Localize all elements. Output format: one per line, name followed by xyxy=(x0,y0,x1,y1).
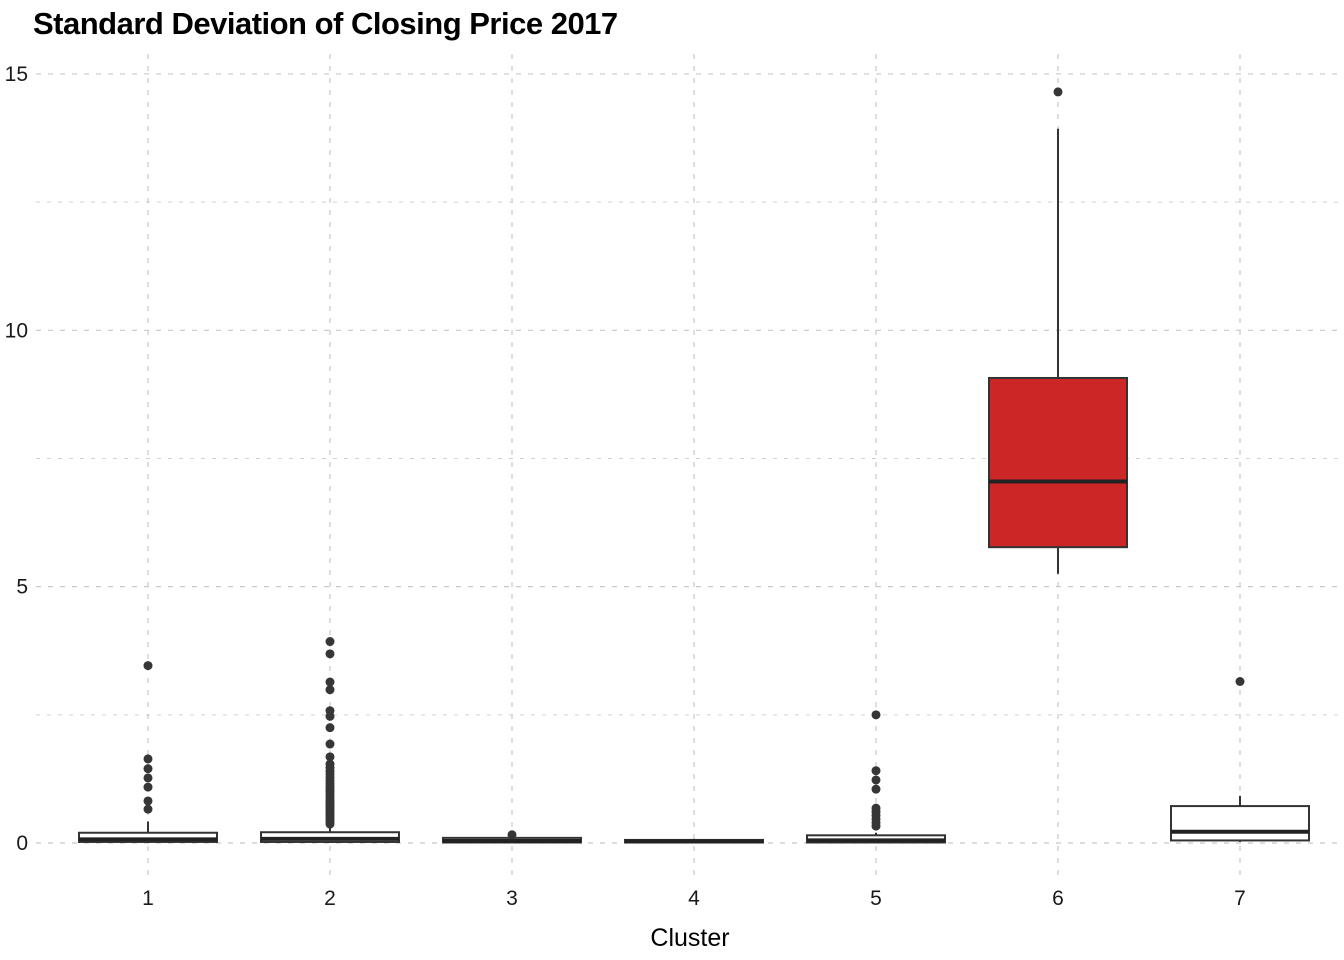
outlier-point xyxy=(325,723,335,733)
y-tick-label: 0 xyxy=(16,832,28,855)
y-tick-label: 5 xyxy=(16,576,28,599)
outlier-point xyxy=(143,754,153,764)
x-tick-label: 1 xyxy=(142,887,154,910)
y-tick-label: 10 xyxy=(5,319,28,342)
outlier-point xyxy=(325,637,335,647)
chart-title: Standard Deviation of Closing Price 2017 xyxy=(33,6,618,41)
box-cluster-1 xyxy=(78,831,218,843)
outlier-point xyxy=(325,706,335,716)
x-tick-label: 3 xyxy=(506,887,518,910)
outlier-point xyxy=(871,803,881,813)
outlier-point xyxy=(325,759,335,769)
x-axis-title: Cluster xyxy=(650,924,729,952)
x-tick-label: 5 xyxy=(870,887,882,910)
x-tick-label: 2 xyxy=(324,887,336,910)
outlier-point xyxy=(1235,676,1245,686)
outlier-point xyxy=(325,739,335,749)
outlier-point xyxy=(325,752,335,762)
x-tick-label: 4 xyxy=(688,887,700,910)
outlier-point xyxy=(325,685,335,695)
outlier-point xyxy=(143,764,153,774)
outlier-point xyxy=(143,796,153,806)
outlier-point xyxy=(325,677,335,687)
outlier-point xyxy=(507,830,517,840)
box-cluster-6 xyxy=(988,376,1128,549)
x-tick-label: 7 xyxy=(1234,887,1246,910)
outlier-point xyxy=(1053,87,1063,97)
x-tick-label: 6 xyxy=(1052,887,1064,910)
outlier-point xyxy=(871,766,881,776)
outlier-point xyxy=(143,804,153,814)
outlier-point xyxy=(871,775,881,785)
outlier-point xyxy=(325,649,335,659)
outlier-point xyxy=(143,773,153,783)
outlier-point xyxy=(143,661,153,671)
box-cluster-7 xyxy=(1170,805,1310,842)
outlier-point xyxy=(871,710,881,720)
outlier-point xyxy=(871,784,881,794)
outlier-point xyxy=(143,782,153,792)
y-tick-label: 15 xyxy=(5,63,28,86)
